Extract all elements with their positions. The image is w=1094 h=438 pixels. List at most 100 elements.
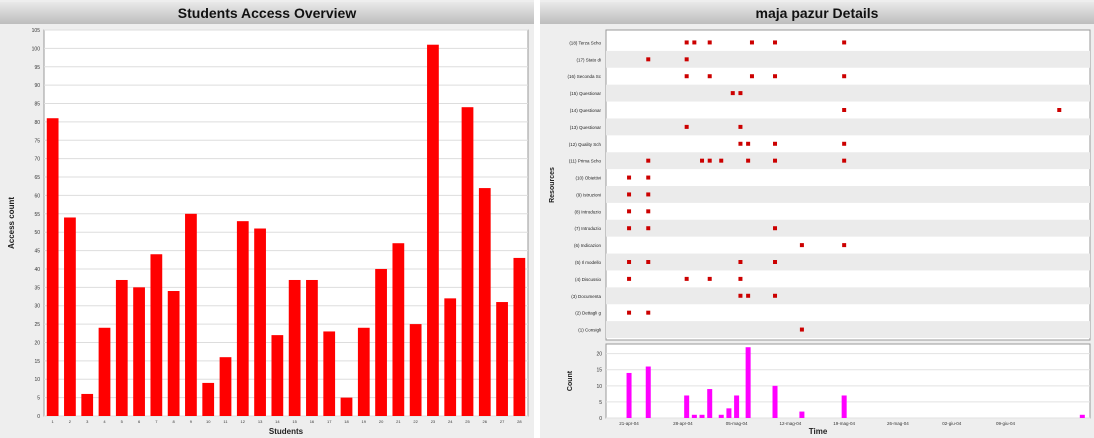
count-bar	[684, 395, 690, 418]
x-tick-label: 17	[327, 419, 332, 424]
bar	[167, 291, 180, 416]
y-tick-label: 95	[34, 65, 40, 71]
bar	[513, 257, 526, 416]
y-tick-label: 90	[34, 83, 40, 89]
resource-row-band	[606, 118, 1090, 136]
x-tick-label: 12-mag-04	[779, 421, 801, 426]
count-bar	[841, 395, 847, 418]
bar	[375, 268, 387, 416]
bar	[133, 287, 145, 416]
access-point	[707, 276, 712, 281]
count-bar	[691, 414, 697, 418]
access-point	[799, 327, 804, 332]
bar	[64, 217, 76, 416]
resource-label: (10) Obiettivi	[575, 176, 601, 181]
y-axis-label: Resources	[549, 167, 556, 203]
x-tick-label: 27	[500, 419, 505, 424]
access-point	[719, 158, 724, 163]
bar	[254, 228, 266, 416]
access-point	[684, 74, 689, 79]
y-axis-label: Access count	[7, 197, 16, 249]
access-point	[627, 226, 632, 231]
access-point	[646, 209, 651, 214]
access-bar-chart: 0510152025303540455055606570758085909510…	[7, 28, 529, 436]
y-tick-label: 50	[34, 230, 40, 236]
resource-row-band	[606, 253, 1090, 271]
resource-label: (18) Terza Scho	[569, 40, 601, 45]
resource-row-band	[606, 50, 1090, 68]
bar	[340, 397, 353, 416]
access-point	[738, 141, 743, 146]
bar	[357, 327, 370, 416]
access-point	[746, 158, 751, 163]
access-point	[646, 192, 651, 197]
y-tick-label: 20	[34, 340, 40, 346]
count-bar	[699, 414, 705, 418]
access-point	[707, 40, 712, 45]
access-point	[1057, 108, 1062, 112]
bar	[496, 302, 508, 416]
resource-row-band	[606, 84, 1090, 102]
access-point	[692, 40, 697, 45]
resource-row-band	[606, 287, 1090, 305]
access-point	[842, 141, 847, 146]
resource-label: (14) Questionar	[570, 108, 602, 113]
y-tick-label: 5	[37, 396, 40, 402]
x-tick-label: 26	[483, 419, 488, 424]
count-tick-label: 5	[599, 400, 602, 406]
x-tick-label: 11	[223, 419, 228, 424]
x-axis-label: Time	[809, 427, 828, 436]
access-point	[684, 276, 689, 281]
count-tick-label: 15	[596, 368, 602, 374]
x-tick-label: 13	[258, 419, 263, 424]
bar	[46, 118, 59, 416]
access-point	[627, 209, 632, 214]
count-tick-label: 10	[596, 384, 602, 390]
access-point	[842, 243, 847, 248]
resource-label: (16) Seconda Sc	[567, 74, 601, 79]
count-bar	[734, 395, 740, 418]
access-point	[700, 158, 705, 163]
bar	[271, 335, 284, 416]
access-point	[627, 310, 632, 315]
count-bar	[1079, 414, 1085, 418]
access-point	[627, 260, 632, 264]
bar	[461, 107, 474, 416]
x-tick-label: 7	[155, 419, 158, 424]
access-point	[627, 192, 632, 197]
access-point	[738, 293, 743, 298]
resource-label: (17) Stato di	[576, 57, 601, 62]
x-tick-label: 6	[138, 419, 141, 424]
access-point	[738, 260, 743, 264]
bar	[202, 382, 215, 416]
y-tick-label: 105	[32, 28, 41, 34]
access-point	[773, 293, 778, 298]
resource-row-band	[606, 186, 1090, 203]
count-bar	[707, 389, 713, 418]
bar	[392, 243, 405, 416]
count-bar	[772, 385, 778, 418]
access-point	[646, 158, 651, 163]
resource-label: (15) Questionar	[570, 91, 602, 96]
access-point	[738, 124, 743, 129]
y-tick-label: 100	[32, 46, 41, 52]
details-scatter-chart: (18) Terza Scho (17) Stato di (16) Seconda…	[549, 29, 1091, 436]
access-point	[646, 57, 651, 62]
x-tick-label: 21-apr-04	[619, 421, 639, 426]
access-point	[738, 91, 743, 96]
access-point	[746, 141, 751, 146]
bar	[306, 279, 318, 416]
y-tick-label: 40	[34, 267, 40, 273]
access-point	[773, 141, 778, 146]
resource-label: (8) Introduzio	[574, 209, 601, 214]
access-point	[799, 243, 804, 248]
x-tick-label: 02-giu-04	[942, 421, 962, 426]
x-tick-label: 4	[103, 419, 106, 424]
x-tick-label: 2	[69, 419, 72, 424]
x-tick-label: 16	[310, 419, 315, 424]
y-tick-label: 65	[34, 175, 40, 181]
x-tick-label: 8	[173, 419, 176, 424]
bar	[409, 324, 422, 416]
y-tick-label: 15	[34, 359, 40, 365]
count-bar	[745, 347, 751, 418]
